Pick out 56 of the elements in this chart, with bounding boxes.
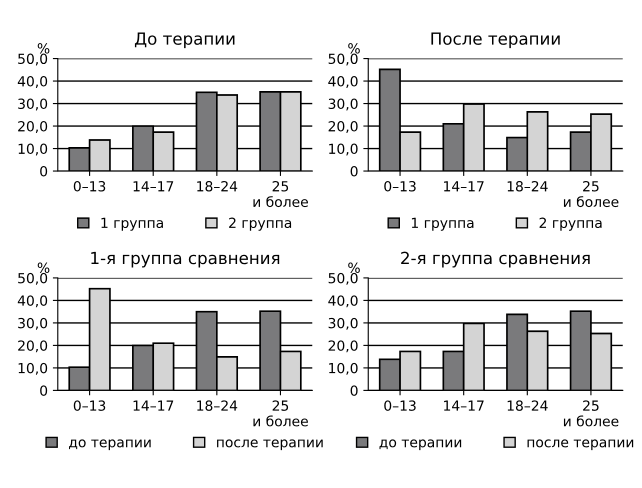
y-axis-title: %: [348, 262, 360, 273]
x-tick-label: 18–24: [197, 181, 238, 192]
x-tick-label: 0–13: [384, 181, 416, 192]
chart-title: 1-я группа сравнения: [91, 252, 280, 268]
x-tick-label: 25 и более: [564, 181, 618, 208]
x-tick-label: 14–17: [134, 181, 174, 192]
x-tick-label: 0–13: [74, 400, 106, 411]
y-tick-label: 40,0: [18, 295, 48, 308]
y-tick-label: 40,0: [328, 295, 358, 308]
y-tick-label: 0: [350, 166, 358, 177]
x-tick-label: 25 и более: [253, 400, 308, 426]
chart-title: 2-я группа сравнения: [401, 252, 590, 268]
y-tick-label: 0: [40, 385, 48, 396]
x-tick-label: 0–13: [384, 400, 416, 411]
y-tick-label: 20,0: [18, 340, 48, 352]
x-tick-label: 18–24: [508, 181, 548, 192]
legend-label: 1 группа: [412, 218, 474, 231]
y-tick-label: 10,0: [329, 362, 358, 375]
y-tick-label: 20,0: [328, 340, 358, 352]
y-axis-title: %: [38, 43, 50, 54]
y-tick-label: 50,0: [328, 54, 358, 66]
y-tick-label: 30,0: [328, 318, 358, 330]
legend-label: до терапии: [69, 439, 151, 450]
y-tick-label: 40,0: [18, 76, 48, 88]
x-tick-label: 14–17: [444, 400, 484, 411]
x-tick-label: 18–24: [508, 400, 548, 411]
x-tick-label: 18–24: [197, 400, 238, 411]
y-tick-label: 30,0: [18, 98, 48, 110]
x-tick-label: 14–17: [134, 400, 174, 411]
y-tick-label: 30,0: [328, 98, 358, 110]
y-tick-label: 10,0: [329, 144, 358, 156]
legend-label: 1 группа: [101, 218, 163, 231]
y-axis-title: %: [38, 262, 50, 273]
y-tick-label: 20,0: [328, 121, 358, 133]
legend-label: после терапии: [217, 439, 323, 450]
x-tick-label: 14–17: [444, 181, 484, 192]
y-tick-label: 50,0: [18, 54, 48, 66]
legend-label: до терапии: [380, 439, 462, 450]
y-tick-label: 10,0: [18, 144, 48, 156]
y-tick-label: 0: [40, 166, 48, 177]
legend-label: 2 группа: [540, 218, 602, 231]
chart-title: После терапии: [431, 32, 560, 48]
y-tick-label: 0: [350, 385, 358, 396]
legend-label: после терапии: [528, 439, 634, 450]
y-tick-label: 50,0: [328, 272, 358, 285]
x-tick-label: 25 и более: [253, 181, 308, 208]
y-tick-label: 50,0: [18, 272, 48, 285]
legend-label: 2 группа: [229, 218, 292, 231]
x-tick-label: 0–13: [74, 181, 106, 192]
y-tick-label: 40,0: [328, 76, 358, 88]
y-tick-label: 10,0: [18, 362, 48, 375]
y-tick-label: 20,0: [18, 121, 48, 133]
chart-title: До терапии: [134, 32, 234, 48]
x-tick-label: 25 и более: [564, 400, 618, 426]
y-tick-label: 30,0: [18, 318, 48, 330]
y-axis-title: %: [348, 43, 360, 54]
